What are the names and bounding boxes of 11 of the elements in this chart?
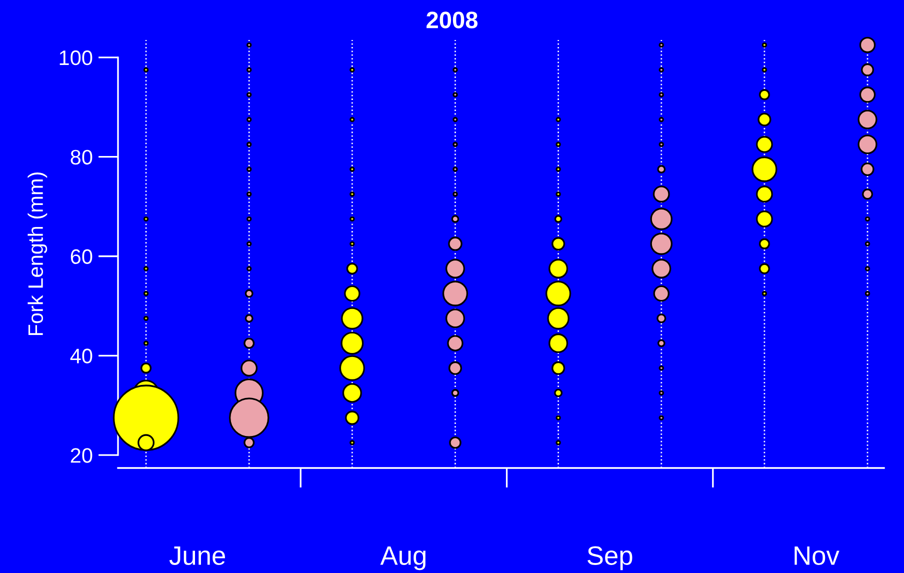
y-tick-label: 100 [60, 50, 92, 66]
y-tick-label: 40 [70, 348, 92, 364]
x-tick-label: Nov [794, 546, 840, 565]
y-tick-label: 20 [70, 448, 92, 463]
x-tick-label: June [169, 546, 226, 565]
chart-title: 2008 [426, 12, 478, 28]
x-tick-label: Aug [380, 546, 426, 570]
y-axis-title: Fork Length (mm) [28, 172, 48, 336]
y-tick-label: 80 [70, 150, 92, 165]
y-tick-label: 60 [70, 249, 92, 264]
x-tick-label: Sep [588, 546, 632, 570]
